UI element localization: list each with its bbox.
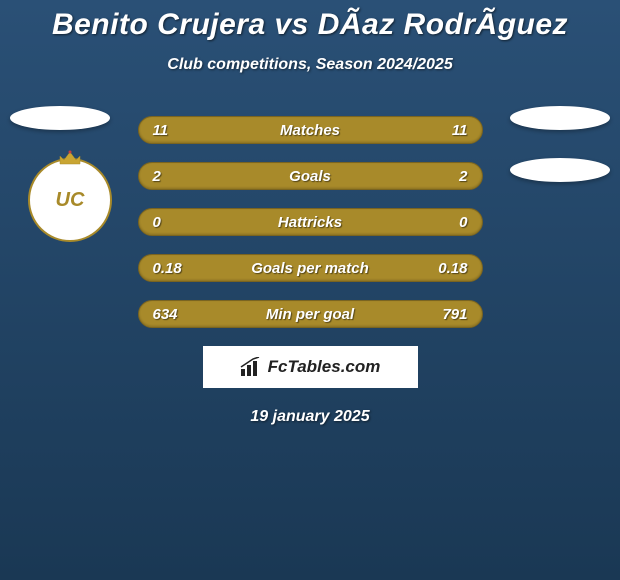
stat-row-goals-per-match: 0.18 Goals per match 0.18	[138, 254, 483, 282]
stat-right-value: 2	[459, 168, 467, 185]
date-text: 19 january 2025	[0, 408, 620, 426]
player-badge-right-1	[510, 106, 610, 130]
stat-label: Hattricks	[139, 214, 482, 231]
stat-label: Matches	[139, 122, 482, 139]
stat-left-value: 0.18	[153, 260, 182, 277]
player-badge-right-2	[510, 158, 610, 182]
stat-label: Min per goal	[139, 306, 482, 323]
crest-initials: UC	[56, 189, 85, 212]
stat-right-value: 11	[452, 122, 468, 139]
stat-right-value: 791	[442, 306, 467, 323]
chart-icon	[240, 357, 262, 377]
stat-label: Goals per match	[139, 260, 482, 277]
page-title: Benito Crujera vs DÃ­az RodrÃ­guez	[0, 8, 620, 42]
stat-left-value: 11	[153, 122, 169, 139]
stat-right-value: 0.18	[438, 260, 467, 277]
stat-left-value: 2	[153, 168, 161, 185]
stat-row-goals: 2 Goals 2	[138, 162, 483, 190]
page-subtitle: Club competitions, Season 2024/2025	[0, 56, 620, 74]
club-crest: UC	[28, 158, 112, 242]
stat-left-value: 634	[153, 306, 178, 323]
branding-box[interactable]: FcTables.com	[203, 346, 418, 388]
player-badge-left	[10, 106, 110, 130]
crown-icon	[58, 150, 82, 166]
stat-row-hattricks: 0 Hattricks 0	[138, 208, 483, 236]
stat-right-value: 0	[459, 214, 467, 231]
branding-text: FcTables.com	[268, 357, 381, 377]
stat-left-value: 0	[153, 214, 161, 231]
stat-row-min-per-goal: 634 Min per goal 791	[138, 300, 483, 328]
stat-label: Goals	[139, 168, 482, 185]
comparison-card: Benito Crujera vs DÃ­az RodrÃ­guez Club …	[0, 0, 620, 426]
stats-area: UC 11 Matches 11 2 Goals 2 0 Hattricks 0…	[0, 116, 620, 426]
stat-row-matches: 11 Matches 11	[138, 116, 483, 144]
stat-rows: 11 Matches 11 2 Goals 2 0 Hattricks 0 0.…	[138, 116, 483, 328]
